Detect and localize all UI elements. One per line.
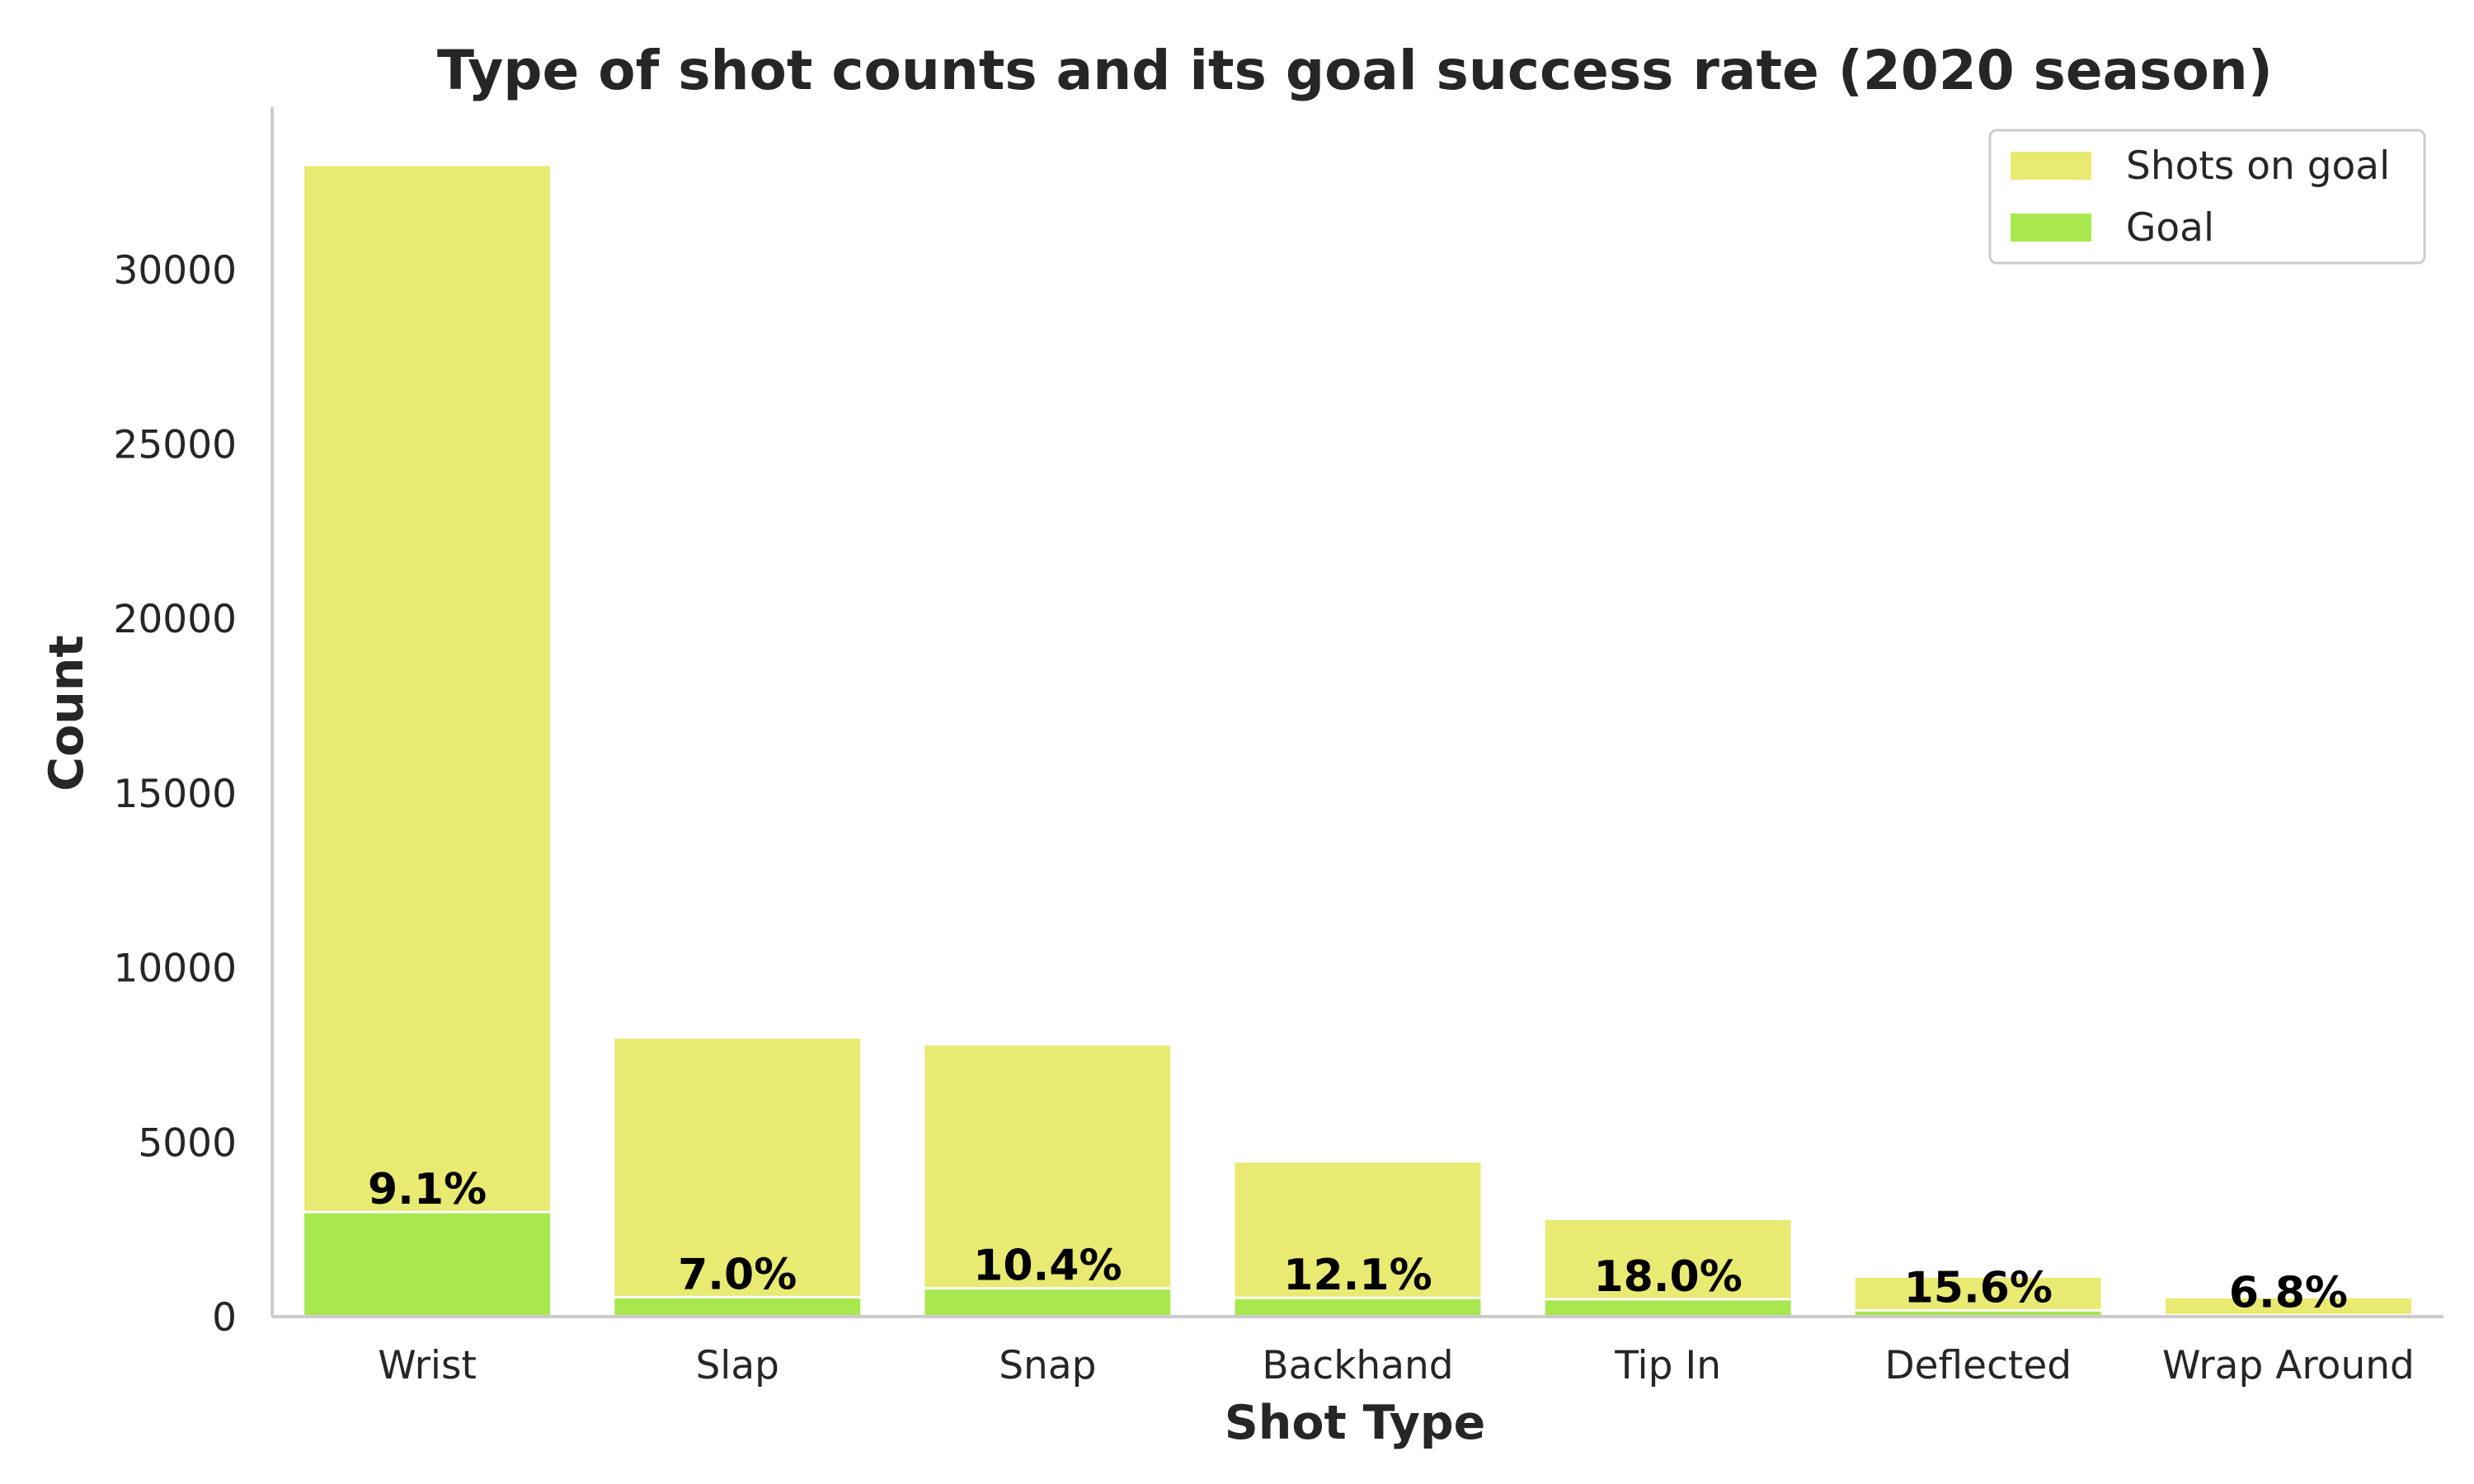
legend: Shots on goal Goal: [1988, 129, 2426, 265]
bar-label-backhand: 12.1%: [1283, 1251, 1432, 1300]
bar-label-wrist: 9.1%: [368, 1165, 487, 1214]
chart-title: Type of shot counts and its goal success…: [437, 39, 2273, 102]
x-tick-deflected: Deflected: [1884, 1343, 2072, 1388]
x-tick-snap: Snap: [999, 1343, 1096, 1388]
x-tick-slap: Slap: [695, 1343, 779, 1388]
legend-box: [1988, 129, 2426, 265]
legend-swatch-goal: [2011, 214, 2091, 242]
bar-shots-backhand: [1232, 1160, 1484, 1318]
legend-label-shots-on-goal: Shots on goal: [2126, 143, 2390, 189]
y-tick-25000: 25000: [113, 423, 237, 468]
y-axis-label: Count: [40, 635, 94, 791]
legend-label-goal: Goal: [2126, 205, 2214, 251]
x-tick-labels: Wrist Slap Snap Backhand Tip In Deflected Wrap…: [378, 1343, 2415, 1388]
bar-goal-wrist: [302, 1210, 553, 1318]
bar-label-wrap-around: 6.8%: [2229, 1268, 2348, 1317]
bars-group: [302, 163, 2414, 1318]
bar-goal-tip-in: [1542, 1298, 1794, 1318]
bar-label-snap: 10.4%: [973, 1242, 1122, 1291]
y-tick-0: 0: [212, 1295, 237, 1341]
y-tick-10000: 10000: [113, 946, 237, 992]
bar-labels-group: 9.1% 7.0% 10.4% 12.1% 18.0% 15.6% 6.8%: [368, 1165, 2348, 1317]
y-tick-labels: 0 5000 10000 15000 20000 25000 30000: [113, 248, 237, 1341]
y-tick-5000: 5000: [138, 1120, 237, 1166]
bar-goal-snap: [922, 1287, 1174, 1318]
bar-shots-slap: [612, 1036, 863, 1318]
bar-shots-wrist: [302, 163, 553, 1318]
bar-goal-slap: [612, 1295, 863, 1318]
y-tick-20000: 20000: [113, 597, 237, 642]
x-tick-backhand: Backhand: [1262, 1343, 1453, 1388]
x-tick-wrap-around: Wrap Around: [2162, 1343, 2415, 1388]
bar-shots-snap: [922, 1043, 1174, 1318]
bar-goal-backhand: [1232, 1296, 1484, 1318]
y-tick-30000: 30000: [113, 248, 237, 294]
bar-label-tip-in: 18.0%: [1593, 1252, 1742, 1302]
bar-label-deflected: 15.6%: [1904, 1263, 2053, 1313]
bar-label-slap: 7.0%: [678, 1250, 797, 1299]
y-tick-15000: 15000: [113, 772, 237, 817]
x-axis-label: Shot Type: [1225, 1396, 1486, 1450]
x-tick-wrist: Wrist: [378, 1343, 477, 1388]
x-tick-tip-in: Tip In: [1614, 1343, 1721, 1388]
legend-swatch-shots-on-goal: [2011, 152, 2091, 180]
